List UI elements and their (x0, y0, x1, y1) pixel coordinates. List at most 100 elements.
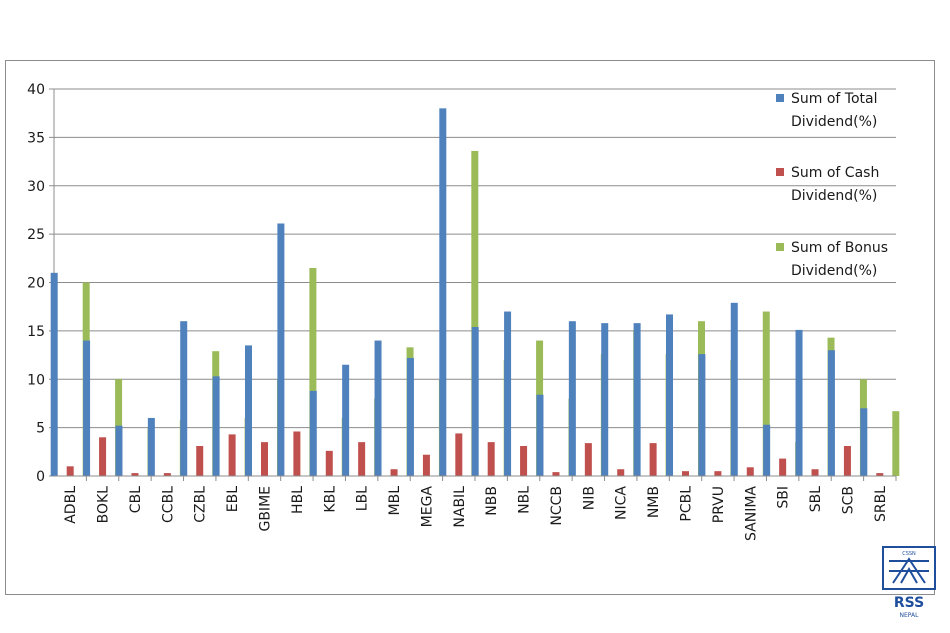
x-tick-label-nica: NICA (614, 486, 630, 520)
bar-total-scb (827, 350, 835, 476)
bar-cash-prvu (714, 471, 722, 476)
bar-bonus-nabil (471, 150, 479, 477)
x-tick-label-sbl: SBL (808, 486, 824, 512)
bar-total-ccbl (147, 417, 155, 476)
y-tick-label: 35 (27, 130, 45, 146)
logo-main-text: RSS (894, 595, 924, 611)
bar-total-bokl (83, 340, 91, 476)
x-tick-label-nccb: NCCB (549, 486, 565, 526)
bar-cash-hbl (293, 431, 301, 476)
bar-cash-nabil (455, 433, 463, 476)
x-tick-label-hbl: HBL (290, 486, 306, 514)
x-tick-label-mbl: MBL (387, 486, 403, 516)
bar-total-lbl (342, 364, 350, 476)
x-tick-label-nmb: NMB (646, 486, 662, 518)
y-tick-label: 5 (36, 421, 45, 437)
bar-cash-ebl (228, 434, 236, 476)
y-tick-label: 30 (27, 179, 45, 195)
bar-total-adbl (50, 272, 58, 476)
bar-total-nbb (471, 327, 479, 476)
bar-cash-pcbl (682, 471, 689, 476)
bar-total-mbl (374, 340, 382, 476)
bar-total-ebl (212, 376, 220, 476)
bar-cash-nccb (552, 472, 560, 476)
x-tick-label-nib: NIB (581, 486, 597, 510)
bar-total-cbl (115, 425, 123, 476)
bar-cash-kbl (325, 450, 333, 476)
bar-total-sbi (763, 424, 771, 476)
bar-cash-mega (422, 454, 430, 476)
legend: Sum of Total Dividend(%) (776, 88, 936, 134)
y-tick-label: 0 (36, 469, 45, 485)
legend-entry-bonus: Sum of Bonus Dividend(%) (776, 237, 936, 283)
rss-nepal-logo: CSSN RSS NEPAL (882, 546, 936, 619)
x-tick-label-pcbl: PCBL (679, 486, 695, 522)
bar-cash-bokl (99, 437, 107, 476)
x-tick-label-mega: MEGA (419, 486, 435, 528)
legend-label-bonus-line1: Sum of Bonus (791, 240, 889, 256)
legend-label-bonus-line2: Dividend(%) (791, 263, 878, 279)
bar-total-mega (406, 357, 414, 476)
bar-total-pcbl (666, 314, 673, 476)
bar-total-srbl (860, 408, 868, 476)
x-tick-label-adbl: ADBL (63, 486, 79, 524)
bar-total-gbime (245, 345, 252, 476)
bar-cash-sanima (746, 467, 754, 476)
bar-cash-lbl (358, 442, 366, 476)
legend-cash: Sum of Cash Dividend(%) (776, 162, 936, 208)
x-tick-label-kbl: KBL (322, 486, 338, 513)
legend-swatch-cash (776, 168, 784, 176)
bar-cash-mbl (390, 469, 398, 476)
legend-bonus: Sum of Bonus Dividend(%) (776, 237, 936, 283)
bar-cash-nbl (520, 446, 528, 476)
bar-cash-gbime (261, 442, 268, 476)
x-tick-label-lbl: LBL (355, 486, 371, 511)
bar-total-sbl (795, 329, 803, 476)
bar-cash-sbl (811, 469, 819, 476)
bar-total-nabil (439, 108, 447, 476)
x-tick-label-cbl: CBL (128, 486, 144, 513)
logo-top-text: CSSN (902, 551, 916, 557)
x-tick-label-sanima: SANIMA (743, 486, 759, 541)
legend-swatch-bonus (776, 243, 784, 251)
bar-total-nbl (504, 311, 512, 476)
x-tick-label-prvu: PRVU (711, 486, 727, 523)
x-tick-label-ccbl: CCBL (160, 486, 176, 523)
bar-cash-sbi (779, 458, 787, 476)
x-tick-label-nbb: NBB (484, 486, 500, 516)
bar-total-nica (601, 323, 609, 476)
bar-cash-czbl (196, 446, 204, 476)
bar-total-sanima (730, 302, 738, 476)
bar-total-prvu (698, 354, 706, 476)
bar-cash-scb (843, 446, 851, 476)
bar-total-nccb (536, 394, 544, 476)
x-tick-label-scb: SCB (840, 486, 856, 514)
bar-bonus-sanima (762, 311, 770, 476)
bar-total-czbl (180, 321, 188, 476)
bar-cash-nmb (649, 443, 657, 476)
legend-swatch-total (776, 94, 784, 102)
legend-label-total-line2: Dividend(%) (791, 114, 878, 130)
y-tick-label: 20 (27, 276, 45, 292)
bar-cash-ccbl (163, 473, 171, 476)
bar-cash-srbl (876, 473, 884, 476)
chart-frame: 0 5 10 15 20 25 30 35 40 ADBL BOKL CBL CCBL CZBL EBL GB… (5, 60, 936, 619)
bar-total-hbl (277, 223, 285, 476)
y-tick-label: 10 (27, 372, 45, 388)
x-tick-label-bokl: BOKL (96, 486, 112, 524)
bar-cash-cbl (131, 473, 139, 476)
bar-cash-adbl (66, 466, 74, 476)
bar-chart: 0 5 10 15 20 25 30 35 40 ADBL BOKL CBL CCBL CZBL EBL GB… (27, 82, 900, 541)
x-tick-label-ebl: EBL (225, 486, 241, 512)
bar-total-nmb (633, 323, 641, 476)
legend-entry-total: Sum of Total Dividend(%) (776, 88, 936, 134)
bar-bonus-hbl (309, 267, 317, 476)
x-tick-label-czbl: CZBL (193, 486, 209, 523)
y-tick-label: 25 (27, 227, 45, 243)
bar-cash-nbb (487, 442, 495, 476)
bar-total-nib (568, 321, 576, 476)
x-tick-label-gbime: GBIME (258, 486, 274, 532)
x-tick-label-nabil: NABIL (452, 486, 468, 528)
logo-sub-text: NEPAL (900, 612, 920, 619)
legend-label-total-line1: Sum of Total (791, 91, 878, 107)
